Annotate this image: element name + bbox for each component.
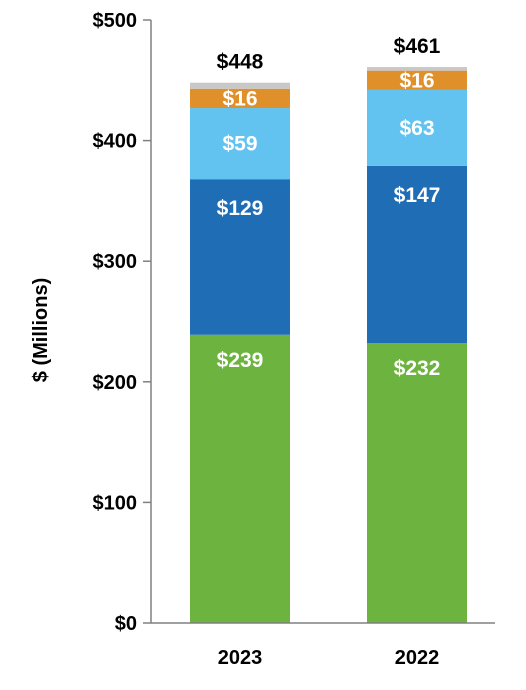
- bar-value-label: $147: [394, 184, 441, 207]
- y-tick-label: $400: [93, 131, 138, 153]
- bar-segment: [367, 89, 467, 166]
- y-axis-title: $ (Millions): [30, 278, 52, 382]
- bar-segment: [190, 334, 290, 623]
- bar-segment: [190, 88, 290, 109]
- bar-value-label: $59: [222, 133, 257, 156]
- bar-value-label: $232: [394, 357, 441, 380]
- bar-total-label: $461: [394, 35, 441, 58]
- y-axis: $0 $100 $200 $300 $400 $500: [93, 10, 152, 635]
- y-tick-label: $300: [93, 251, 138, 273]
- bar-segment: [190, 179, 290, 335]
- bar-value-label: $239: [217, 349, 264, 372]
- bar-total-label: $448: [217, 51, 264, 74]
- bar-segment: [190, 82, 290, 89]
- bar-value-label: $129: [217, 197, 264, 220]
- y-tick-label: $200: [93, 372, 138, 394]
- bars: $239 $129 $59 $16 $448 $232 $147 $63 $16 $461: [190, 35, 467, 623]
- bar-value-label: $63: [399, 117, 434, 140]
- bar-value-label: $16: [222, 87, 257, 110]
- x-axis: 2023 2022: [151, 622, 495, 669]
- y-tick-label: $100: [93, 492, 138, 514]
- x-tick-label: 2022: [395, 647, 440, 669]
- bar-segment: [367, 67, 467, 71]
- y-tick-label: $0: [115, 613, 137, 635]
- bar-value-label: $16: [399, 69, 434, 92]
- bar-segment: [190, 108, 290, 180]
- x-tick-label: 2023: [218, 647, 263, 669]
- bar-segment: [367, 165, 467, 344]
- bar-segment: [367, 343, 467, 623]
- y-tick-label: $500: [93, 10, 138, 32]
- bar-segment: [367, 70, 467, 90]
